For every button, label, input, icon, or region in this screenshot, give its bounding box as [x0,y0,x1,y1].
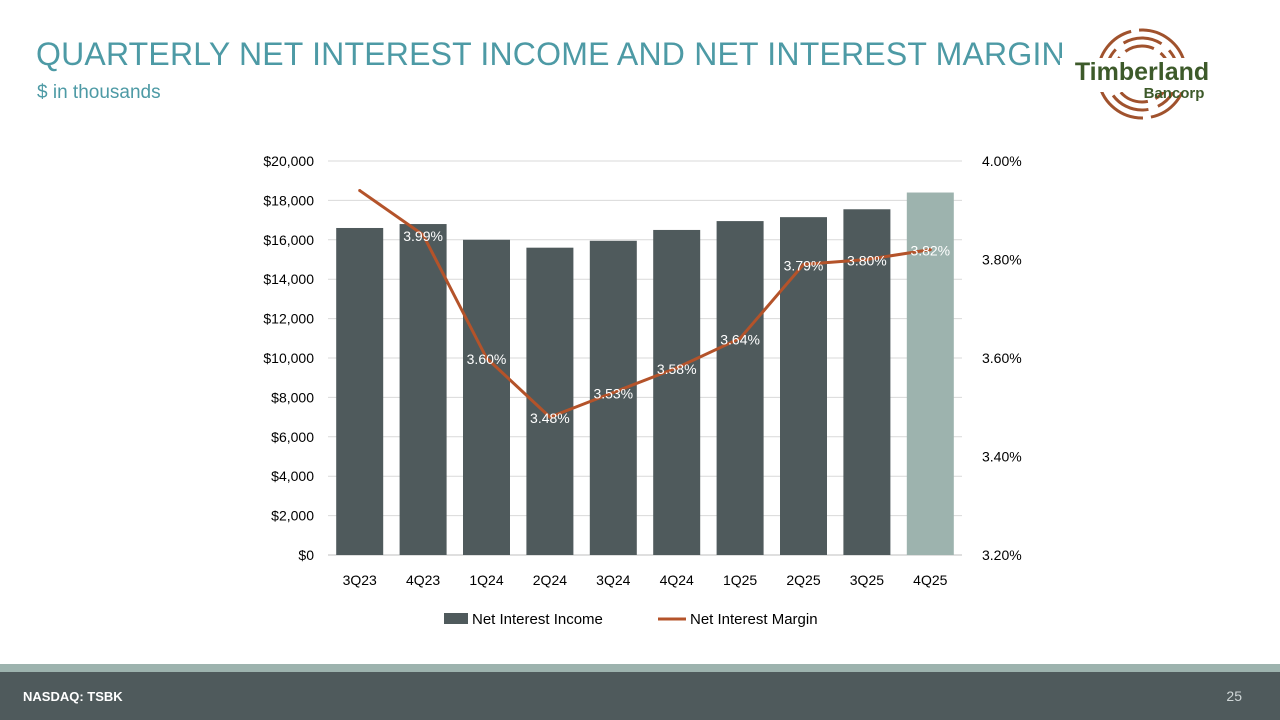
margin-data-label: 3.99% [403,228,443,244]
legend-label-margin: Net Interest Margin [690,611,818,628]
margin-point [421,233,425,237]
left-axis-tick-label: $20,000 [263,153,314,169]
category-label: 4Q25 [913,572,947,588]
legend-swatch-income [444,613,468,624]
left-axis-tick-label: $14,000 [263,271,314,287]
category-label: 4Q23 [406,572,440,588]
margin-point [928,248,932,252]
category-axis-labels: 3Q23 4Q23 1Q24 2Q24 3Q24 4Q24 1Q25 2Q25 3Q25 4Q25 [343,572,948,588]
margin-data-label: 3.82% [910,243,950,259]
bar-1q24 [463,239,510,556]
footer-accent-strip [0,664,1280,672]
right-axis-tick-label: 3.60% [982,350,1022,366]
bar-2q25 [780,217,827,555]
margin-points: 3.99% 3.60% 3.48% 3.53% 3.58% 3.64% 3.79% 3.80%… [358,189,950,426]
margin-data-label: 3.58% [657,361,697,377]
category-label: 3Q23 [343,572,377,588]
margin-data-label: 3.53% [593,385,633,401]
nii-nim-chart: $0 $2,000 $4,000 $6,000 $8,000 $10,000 $12,000… [263,153,1022,628]
left-axis-ticks: $0 $2,000 $4,000 $6,000 $8,000 $10,000 $12,000… [263,153,314,563]
left-axis-tick-label: $0 [298,547,314,563]
slide-subtitle: $ in thousands [37,82,161,103]
right-axis-tick-label: 4.00% [982,153,1022,169]
net-interest-margin-line [358,189,931,419]
left-axis-tick-label: $12,000 [263,311,314,327]
left-axis-tick-label: $16,000 [263,232,314,248]
margin-data-label: 3.80% [847,253,887,269]
margin-data-label: 3.48% [530,410,570,426]
slide-title: QUARTERLY NET INTEREST INCOME AND NET IN… [36,36,1065,72]
logo-wordmark: Timberland [1075,58,1209,86]
bar-4q23 [399,224,447,556]
category-label: 4Q24 [660,572,694,588]
bar-1q25 [716,221,764,555]
legend-label-income: Net Interest Income [472,611,603,628]
page-number: 25 [1226,688,1242,704]
left-axis-tick-label: $8,000 [271,389,314,405]
margin-point [358,189,362,193]
margin-point [802,262,805,266]
right-axis-tick-label: 3.40% [982,449,1022,465]
left-axis-tick-label: $18,000 [263,192,314,208]
margin-line-layer [358,189,931,419]
category-label: 2Q25 [786,572,820,588]
left-axis-tick-label: $10,000 [263,350,314,366]
margin-point [738,336,742,340]
logo-subword: Bancorp [1144,85,1205,102]
category-label: 3Q25 [850,572,884,588]
footer-bar: NASDAQ: TSBK 25 [0,672,1280,720]
margin-data-label: 3.64% [720,331,760,347]
category-label: 2Q24 [533,572,567,588]
right-axis-tick-label: 3.80% [982,252,1022,268]
category-label: 3Q24 [596,572,630,588]
bar-3q25 [843,209,891,555]
margin-data-label: 3.79% [784,257,824,273]
category-label: 1Q25 [723,572,757,588]
right-axis-tick-label: 3.20% [982,547,1022,563]
margin-point [611,390,615,394]
ticker-label: NASDAQ: TSBK [23,689,123,704]
timberland-bancorp-logo: Timberland Bancorp [1060,28,1224,120]
margin-point [548,415,552,419]
chart-legend: Net Interest Income Net Interest Margin [444,611,818,628]
bars [336,192,954,556]
right-axis-ticks: 3.20% 3.40% 3.60% 3.80% 4.00% [982,153,1022,563]
margin-point [675,366,679,370]
margin-point [865,258,869,261]
category-label: 1Q24 [469,572,503,588]
left-axis-tick-label: $2,000 [271,508,314,524]
bar-3q23 [336,227,384,556]
margin-point [485,356,488,360]
margin-data-label: 3.60% [467,351,507,367]
left-axis-tick-label: $6,000 [271,429,314,445]
bar-4q24 [653,229,701,555]
left-axis-tick-label: $4,000 [271,468,314,484]
